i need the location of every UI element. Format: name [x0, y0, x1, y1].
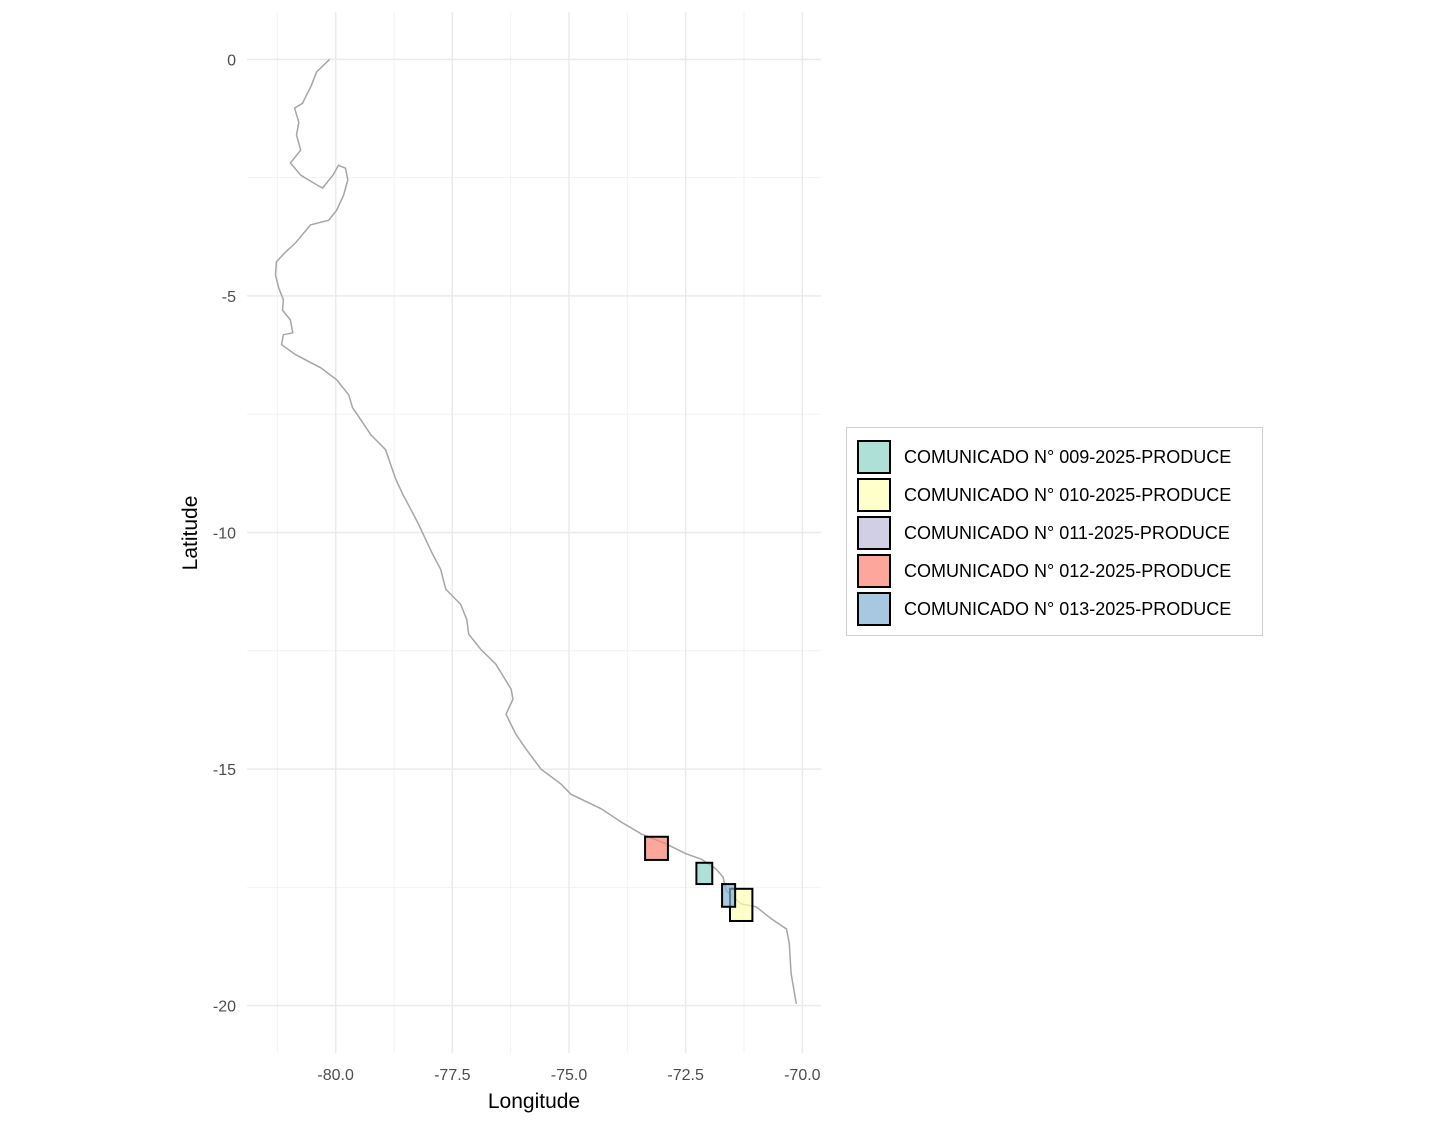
coastline	[274, 58, 798, 1004]
x-tick-label: -75.0	[551, 1067, 588, 1084]
y-axis-title: Latitude	[179, 496, 202, 571]
legend-key	[857, 592, 891, 626]
legend-item: COMUNICADO N° 012-2025-PRODUCE	[857, 552, 1262, 590]
legend-item: COMUNICADO N° 013-2025-PRODUCE	[857, 590, 1262, 628]
zones-layer	[644, 835, 754, 922]
y-tick-label: 0	[227, 52, 236, 69]
y-tick-label: -20	[213, 999, 236, 1016]
y-tick-label: -10	[213, 526, 236, 543]
axis-ticks: -80.0 -77.5 -75.0 -72.5 -70.0 0 -5 -10 -15 -20	[213, 52, 821, 1084]
zone-rect	[644, 835, 669, 861]
legend: COMUNICADO N° 009-2025-PRODUCE COMUNICADO…	[846, 427, 1263, 636]
legend-item: COMUNICADO N° 010-2025-PRODUCE	[857, 476, 1262, 514]
zone-rect	[695, 861, 714, 886]
legend-key	[857, 554, 891, 588]
x-tick-label: -70.0	[784, 1067, 821, 1084]
legend-label: COMUNICADO N° 011-2025-PRODUCE	[904, 522, 1230, 543]
legend-label: COMUNICADO N° 010-2025-PRODUCE	[904, 484, 1232, 505]
x-tick-label: -72.5	[667, 1067, 704, 1084]
x-tick-label: -77.5	[434, 1067, 471, 1084]
legend-key	[857, 440, 891, 474]
legend-item: COMUNICADO N° 011-2025-PRODUCE	[857, 514, 1262, 552]
y-tick-label: -5	[222, 289, 236, 306]
legend-item: COMUNICADO N° 009-2025-PRODUCE	[857, 438, 1262, 476]
y-tick-label: -15	[213, 762, 236, 779]
x-tick-label: -80.0	[317, 1067, 354, 1084]
x-axis-title: Longitude	[488, 1090, 580, 1113]
legend-key	[857, 478, 891, 512]
grid-lines	[247, 12, 821, 1053]
legend-label: COMUNICADO N° 009-2025-PRODUCE	[904, 446, 1232, 467]
legend-label: COMUNICADO N° 012-2025-PRODUCE	[904, 560, 1232, 581]
zone-rect	[721, 883, 737, 908]
legend-label: COMUNICADO N° 013-2025-PRODUCE	[904, 598, 1232, 619]
legend-key	[857, 516, 891, 550]
coastline-layer	[274, 58, 798, 1004]
